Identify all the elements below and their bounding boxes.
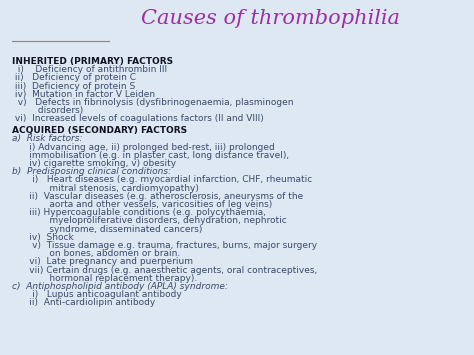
Text: ACQUIRED (SECONDARY) FACTORS: ACQUIRED (SECONDARY) FACTORS [12,126,187,135]
Text: ii)   Deficiency of protein C: ii) Deficiency of protein C [12,73,136,82]
Text: vi)  Late pregnancy and puerperium: vi) Late pregnancy and puerperium [12,257,193,266]
Text: a)  Risk factors:: a) Risk factors: [12,135,82,143]
Text: i) Advancing age, ii) prolonged bed-rest, iii) prolonged: i) Advancing age, ii) prolonged bed-rest… [12,143,274,152]
Text: c)  Antiphospholipid antibody (APLA) syndrome:: c) Antiphospholipid antibody (APLA) synd… [12,282,228,291]
Text: v)  Tissue damage e.g. trauma, fractures, burns, major surgery: v) Tissue damage e.g. trauma, fractures,… [12,241,317,250]
Text: mitral stenosis, cardiomyopathy): mitral stenosis, cardiomyopathy) [12,184,199,192]
Text: disorders): disorders) [12,106,83,115]
Text: ii)  Vascular diseases (e.g. atherosclerosis, aneurysms of the: ii) Vascular diseases (e.g. atherosclero… [12,192,303,201]
Text: iv)  Mutation in factor V Leiden: iv) Mutation in factor V Leiden [12,90,155,99]
Text: iii)  Deficiency of protein S: iii) Deficiency of protein S [12,82,135,91]
Text: iv) cigarette smoking, v) obesity: iv) cigarette smoking, v) obesity [12,159,176,168]
Text: myeloproliferative disorders, dehydration, nephrotic: myeloproliferative disorders, dehydratio… [12,216,287,225]
Text: hormonal replacement therapy).: hormonal replacement therapy). [12,274,197,283]
Text: v)   Defects in fibrinolysis (dysfibrinogenaemia, plasminogen: v) Defects in fibrinolysis (dysfibrinoge… [12,98,293,107]
Text: Causes of thrombophilia: Causes of thrombophilia [141,9,400,28]
Text: iii) Hypercoagulable conditions (e.g. polycythaemia,: iii) Hypercoagulable conditions (e.g. po… [12,208,266,217]
Text: i)   Heart diseases (e.g. myocardial infarction, CHF, rheumatic: i) Heart diseases (e.g. myocardial infar… [12,175,312,184]
Text: b)  Predisposing clinical conditions:: b) Predisposing clinical conditions: [12,167,171,176]
Text: iv)  Shock: iv) Shock [12,233,73,242]
Text: syndrome, disseminated cancers): syndrome, disseminated cancers) [12,224,202,234]
Text: i)   Lupus anticoagulant antibody: i) Lupus anticoagulant antibody [12,290,182,299]
Text: ii)  Anti-cardiolipin antibody: ii) Anti-cardiolipin antibody [12,298,155,307]
Text: INHERITED (PRIMARY) FACTORS: INHERITED (PRIMARY) FACTORS [12,57,173,66]
Text: on bones, abdomen or brain.: on bones, abdomen or brain. [12,249,180,258]
Text: aorta and other vessels, varicosities of leg veins): aorta and other vessels, varicosities of… [12,200,272,209]
Text: vii) Certain drugs (e.g. anaesthetic agents, oral contraceptives,: vii) Certain drugs (e.g. anaesthetic age… [12,266,317,274]
Text: immobilisation (e.g. in plaster cast, long distance travel),: immobilisation (e.g. in plaster cast, lo… [12,151,289,160]
Text: vi)  Increased levels of coagulations factors (II and VIII): vi) Increased levels of coagulations fac… [12,114,264,123]
Text: i)    Deficiency of antithrombin III: i) Deficiency of antithrombin III [12,65,167,74]
